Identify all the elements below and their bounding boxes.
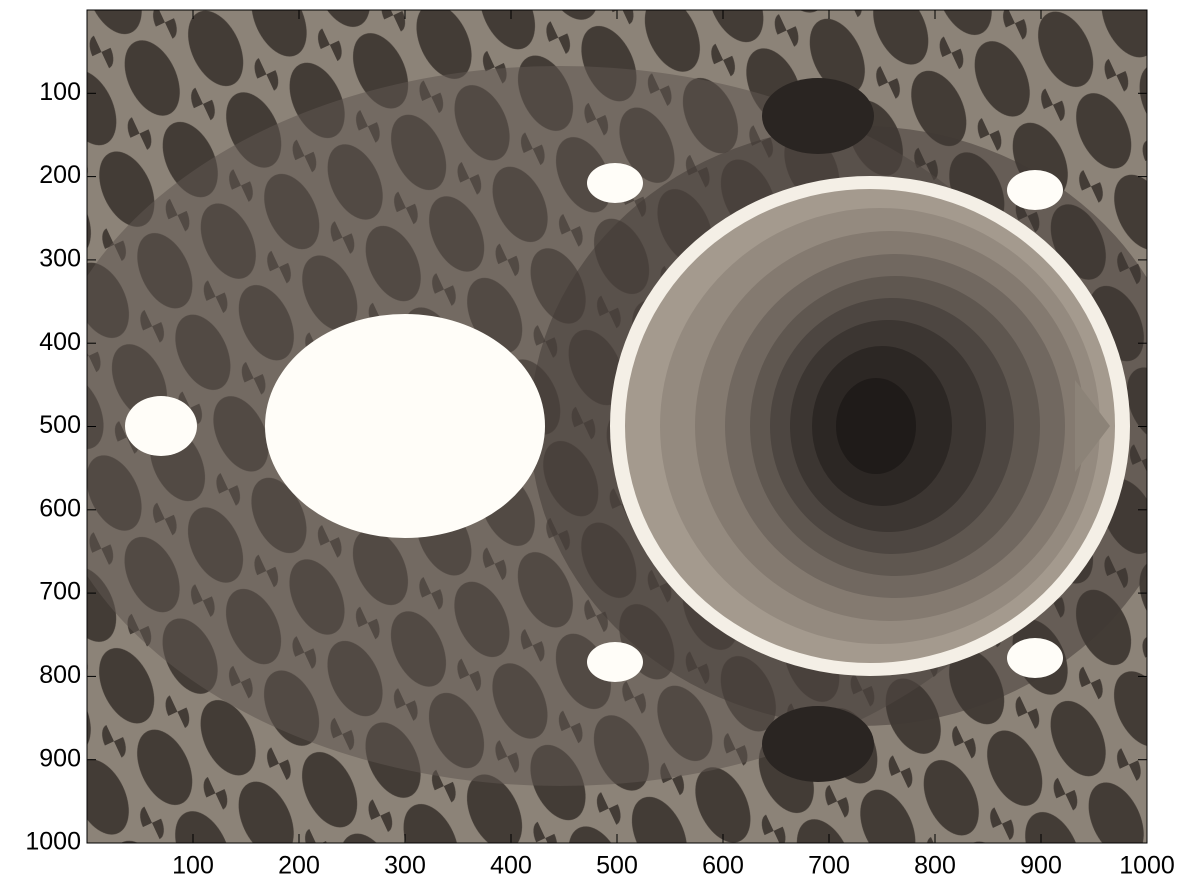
- x-tick-label: 400: [490, 852, 532, 880]
- x-tick-label: 900: [1020, 852, 1062, 880]
- y-tick-label: 400: [39, 328, 81, 356]
- x-tick-label: 100: [172, 852, 214, 880]
- y-tick-label: 300: [39, 245, 81, 273]
- fractal-image: [40, 10, 1181, 843]
- y-tick-label: 1000: [25, 828, 81, 856]
- y-tick-label: 900: [39, 744, 81, 772]
- x-tick-label: 200: [278, 852, 320, 880]
- y-tick-label: 200: [39, 161, 81, 189]
- y-tick-label: 100: [39, 78, 81, 106]
- x-tick-label: 300: [384, 852, 426, 880]
- x-tick-label: 1000: [1119, 852, 1175, 880]
- x-tick-label: 700: [808, 852, 850, 880]
- y-tick-label: 800: [39, 661, 81, 689]
- x-tick-label: 800: [914, 852, 956, 880]
- x-tick-label: 500: [596, 852, 638, 880]
- x-tick-label: 600: [702, 852, 744, 880]
- y-tick-label: 500: [39, 411, 81, 439]
- y-tick-label: 600: [39, 494, 81, 522]
- y-tick-label: 700: [39, 578, 81, 606]
- chart: 100 200 300 400 500 600 700 800 900 1000 100 200 300…: [0, 0, 1181, 883]
